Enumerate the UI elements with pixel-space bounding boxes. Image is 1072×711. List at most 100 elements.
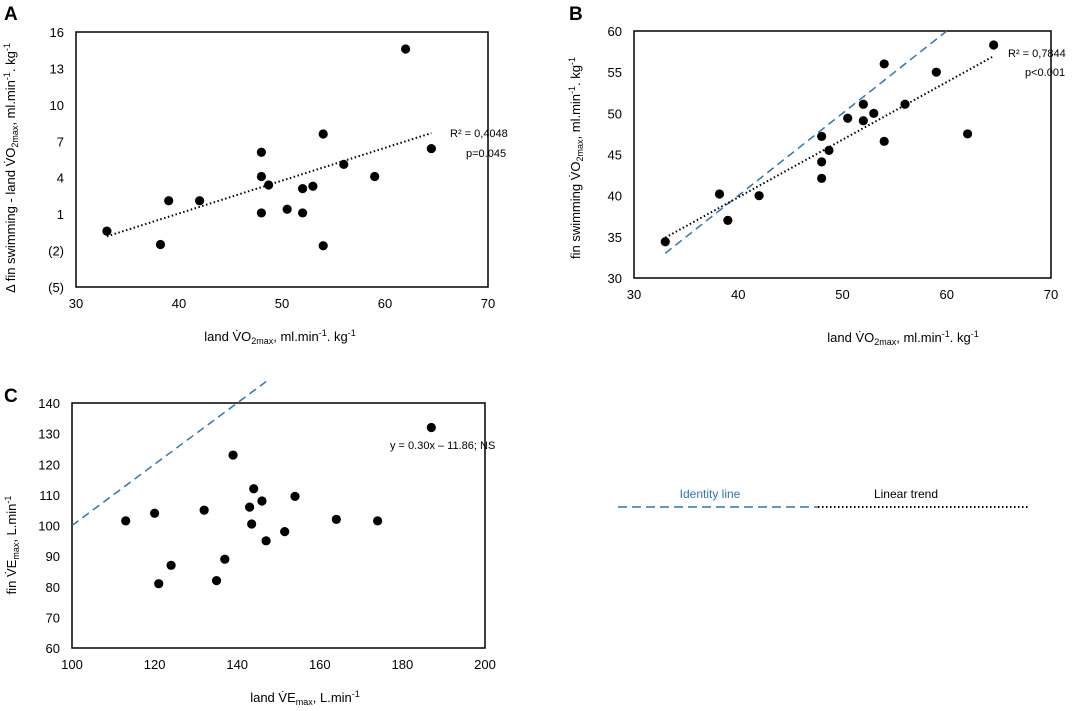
panel-b-y-tick-label: 55	[608, 65, 622, 80]
panel-a-data-point	[426, 143, 436, 154]
panel-c-x-tick-label: 180	[392, 657, 414, 672]
panel-b-axes-frame	[633, 30, 1052, 279]
panel-a-y-tick-label: 16	[50, 25, 64, 40]
panel-b-data-point	[714, 189, 725, 199]
panel-c-data-point	[249, 484, 259, 494]
legend-identity-label: Identity line	[680, 487, 741, 501]
panel-c-y-tick-label: 100	[38, 519, 60, 534]
panel-letter-c: C	[4, 386, 18, 407]
panel-b-data-point	[900, 99, 910, 109]
panel-a-data-point	[155, 239, 166, 250]
panel-c-data-point	[211, 576, 222, 586]
panel-b-plot: 30 40 50 60 70 30 35 40 45 50 55 60	[608, 24, 1059, 302]
panel-a-data-point	[195, 196, 205, 206]
panel-a-y-tick-label: 4	[57, 171, 64, 186]
panel-c-data-point	[244, 502, 255, 512]
panel-c-y-tick-label: 70	[46, 610, 60, 625]
panel-c-x-tick-label: 160	[309, 657, 331, 672]
panel-c-data-point	[150, 508, 160, 518]
panel-a-x-tick-label: 40	[172, 296, 186, 311]
panel-a-data-point	[308, 181, 318, 191]
panel-b-data-point	[824, 145, 834, 155]
panel-c-data-point	[257, 496, 267, 506]
panel-b-data-point	[879, 59, 889, 69]
panel-a-data-point	[401, 44, 411, 54]
panel-c-data-point	[199, 505, 209, 515]
panel-b-data-point	[723, 215, 733, 225]
panel-c: C 100 120 140 160 180 200 60 70 80 90 100 110 120 130…	[3, 380, 496, 707]
panel-b-x-tick-label: 70	[1044, 287, 1058, 302]
panel-a-data-point	[102, 226, 112, 236]
panel-a-x-tick-label: 70	[481, 296, 495, 311]
panel-c-y-tick-label: 60	[46, 641, 60, 656]
panel-b-data-point	[858, 116, 868, 126]
panel-a-data-point	[256, 208, 266, 218]
panel-b-data-point	[879, 136, 889, 146]
panel-c-data-point	[331, 514, 341, 524]
panel-b-data-point	[754, 191, 764, 201]
panel-b-x-tick-label: 30	[627, 287, 641, 302]
panel-b-data-point	[858, 99, 868, 109]
panel-a-plot: 30 40 50 60 70 16 13 10 7 4 1 (2) (5)	[48, 25, 495, 311]
panel-c-data-point	[166, 560, 176, 570]
panel-b-y-tick-label: 60	[608, 24, 622, 39]
panel-b-data-point	[989, 40, 999, 50]
panel-a-data-point	[298, 184, 308, 194]
panel-b-y-tick-label: 50	[608, 106, 622, 121]
panel-b-data-point	[817, 157, 827, 167]
panel-b-r2-label: R² = 0,7844	[1008, 48, 1066, 60]
panel-letter-a: A	[4, 4, 18, 25]
panel-b-data-point	[843, 113, 853, 123]
panel-c-y-tick-label: 110	[39, 488, 60, 503]
panel-a-x-axis-label: land V̇O2max, ml.min-1. kg-1	[204, 328, 356, 346]
panel-b-data-point	[817, 131, 827, 141]
panel-c-data-point	[121, 516, 131, 526]
panel-c-data-point	[280, 527, 290, 537]
panel-c-x-tick-label: 140	[226, 657, 248, 672]
panel-b-y-tick-label: 45	[608, 148, 622, 163]
panel-a-x-tick-label: 60	[378, 296, 392, 311]
panel-c-y-tick-label: 130	[38, 427, 60, 442]
panel-b-x-axis-label: land V̇O2max, ml.min-1. kg-1	[827, 329, 979, 347]
panel-b: B 30 40 50 60 70 30 35 40 45 50 55 60 R² = 0,7844 p…	[567, 4, 1066, 347]
panel-a-data-point	[318, 241, 328, 251]
legend: Identity line Linear trend	[618, 487, 1028, 508]
panel-c-data-point	[154, 579, 164, 589]
panel-b-stats: R² = 0,7844 p<0.001	[1008, 48, 1066, 79]
panel-a-y-axis-label: Δ fin swimming - land V̇O2max, ml.min-1.…	[2, 43, 20, 293]
panel-c-x-tick-label: 200	[474, 657, 496, 672]
panel-a-data-point	[318, 129, 328, 139]
panel-b-data-point	[963, 129, 973, 139]
panel-b-identity-line	[664, 30, 948, 254]
panel-a-y-tick-label: (5)	[48, 280, 64, 295]
panel-a-data-point	[298, 208, 308, 218]
panel-c-equation: y = 0.30x – 11.86; NS	[390, 440, 495, 452]
panel-c-x-axis-label: land V̇Emax, L.min-1	[250, 689, 360, 707]
panel-a-data-point	[256, 171, 266, 182]
panel-c-data-point	[426, 422, 436, 433]
panel-a-p-value: p=0.045	[466, 148, 506, 160]
panel-c-y-tick-label: 80	[46, 580, 60, 595]
panel-c-data-point	[220, 554, 230, 564]
panel-b-data-point	[869, 108, 879, 118]
panel-a-data-point	[256, 147, 266, 157]
panel-a-trend-line	[106, 132, 432, 238]
panel-c-y-axis-label: fin V̇Emax, L.min-1	[3, 496, 21, 595]
panel-b-trend-line	[664, 55, 995, 239]
panel-c-identity-line	[71, 380, 267, 527]
panel-a-x-tick-label: 30	[69, 296, 83, 311]
panel-b-y-tick-label: 40	[608, 189, 622, 204]
panel-a: A 30 40 50 60 70 16 13 10 7 4 1 (2) (5) R² = 0,4048 …	[2, 4, 508, 346]
panel-b-y-axis-label: fin swimming V̇O2max, ml.min-1. kg-1	[567, 57, 585, 259]
panel-c-data-point	[290, 491, 300, 502]
legend-trend-label: Linear trend	[874, 487, 938, 501]
panel-a-stats: R² = 0,4048 p=0.045	[450, 128, 508, 160]
panel-b-x-tick-label: 40	[731, 287, 745, 302]
panel-c-y-tick-label: 120	[38, 457, 60, 472]
panel-c-data-point	[247, 519, 257, 529]
panel-a-data-point	[370, 171, 380, 182]
panel-letter-b: B	[569, 4, 583, 25]
panel-b-data-point	[660, 237, 670, 247]
panel-a-x-tick-label: 50	[275, 296, 289, 311]
